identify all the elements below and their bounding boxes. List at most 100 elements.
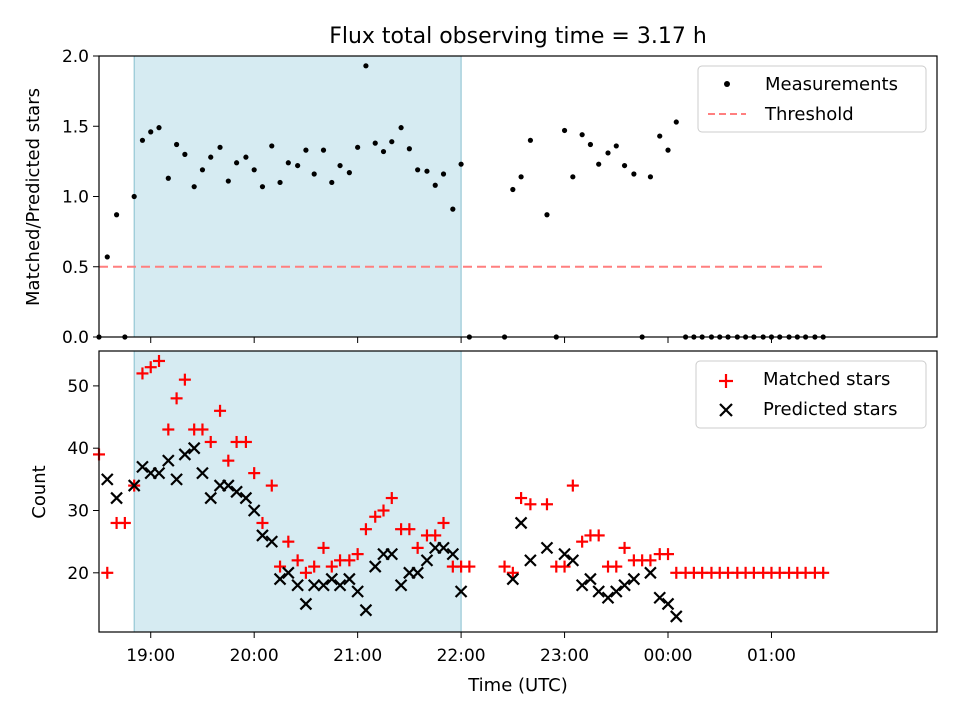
matched-star-point: [196, 423, 209, 436]
bottom-panel: 20 30 40 50 19:00 20:00 21:00 22:00 23:00 00:00 0…: [29, 350, 938, 696]
matched-star-point: [817, 566, 830, 579]
predicted-star-point: [610, 585, 623, 598]
matched-star-point: [592, 529, 605, 542]
measurement-point: [303, 147, 309, 153]
matched-star-point: [540, 498, 553, 511]
matched-star-point: [144, 361, 157, 374]
matched-star-point: [498, 560, 511, 573]
matched-star-point: [385, 492, 398, 505]
measurement-point: [621, 162, 628, 169]
measurement-point: [208, 154, 214, 160]
predicted-star-point: [385, 547, 399, 561]
legend-predicted-label: Predicted stars: [763, 399, 897, 420]
predicted-star-point: [575, 578, 589, 592]
measurement-point: [605, 150, 611, 156]
y-tick-label: 1.0: [62, 188, 89, 208]
measurement-point: [647, 174, 654, 180]
matched-star-point: [204, 435, 217, 448]
predicted-star-point: [333, 578, 347, 592]
top-y-ticks: 0.0 0.5 1.0 1.5 2.0: [62, 47, 99, 348]
top-shaded-span: [133, 55, 462, 338]
matched-star-point: [558, 560, 571, 573]
predicted-star-point: [454, 585, 468, 598]
bottom-y-ticks: 20 30 40 50: [67, 377, 99, 584]
predicted-star-point: [100, 473, 114, 486]
bottom-axes-frame: [98, 350, 938, 633]
measurement-point: [243, 154, 249, 160]
measurement-point: [277, 179, 283, 186]
predicted-star-point: [222, 479, 235, 492]
measurement-point: [613, 143, 619, 149]
measurement-point: [346, 170, 352, 176]
matched-star-point: [359, 523, 372, 536]
measurement-point: [665, 147, 671, 153]
measurement-point: [398, 125, 404, 131]
measurement-point: [148, 129, 154, 135]
measurement-point: [561, 127, 568, 134]
predicted-star-point: [420, 554, 434, 567]
measurement-point: [570, 174, 576, 180]
matched-star-point: [576, 535, 589, 548]
measurement-point: [295, 162, 301, 169]
matched-star-point: [524, 498, 537, 511]
predicted-star-point: [256, 529, 269, 542]
predicted-star-point: [187, 441, 201, 455]
measurement-point: [337, 162, 343, 169]
measurement-point: [182, 151, 188, 157]
measurement-point: [113, 212, 120, 218]
predicted-star-point: [524, 554, 537, 567]
predicted-star-point: [127, 479, 141, 492]
measurement-point: [269, 143, 275, 149]
measurement-point: [233, 160, 240, 166]
matched-star-point: [618, 541, 631, 554]
measurement-point: [527, 137, 534, 143]
matched-star-point: [506, 566, 519, 579]
predicted-star-point: [670, 610, 683, 623]
y-tick-label: 50: [67, 377, 89, 397]
measurement-point: [579, 132, 585, 138]
x-tick-label: 21:00: [333, 646, 382, 666]
predicted-star-point: [661, 597, 675, 611]
matched-star-point: [299, 566, 312, 579]
matched-star-point: [214, 404, 227, 417]
x-tick-label: 22:00: [437, 646, 486, 666]
predicted-star-point: [566, 554, 580, 567]
measurement-point: [104, 254, 110, 260]
predicted-star-point: [437, 541, 450, 555]
predicted-star-point: [178, 448, 192, 461]
matched-star-point: [153, 354, 166, 367]
matched-star-point: [256, 516, 269, 529]
matched-star-point: [610, 560, 623, 573]
measurement-point: [225, 178, 231, 184]
y-tick-label: 20: [67, 564, 89, 584]
predicted-star-point: [601, 591, 615, 605]
measurement-point: [458, 161, 464, 167]
matched-star-point: [515, 492, 528, 505]
matched-star-point: [369, 510, 382, 523]
predicted-star-point: [136, 460, 149, 474]
bottom-shaded-span: [133, 350, 462, 633]
x-tick-label: 00:00: [644, 646, 693, 666]
top-legend: Measurements Threshold: [697, 65, 927, 133]
matched-star-point: [248, 467, 261, 480]
measurement-point: [173, 141, 180, 148]
measurement-point: [631, 171, 637, 177]
bottom-data-marks: [93, 354, 830, 623]
predicted-star-point: [359, 603, 373, 617]
matched-star-point: [317, 541, 330, 554]
matched-star-point: [377, 504, 390, 517]
predicted-star-point: [325, 572, 339, 586]
matched-star-point: [644, 554, 657, 567]
measurement-point: [518, 174, 524, 180]
y-tick-label: 0.0: [62, 328, 89, 348]
predicted-star-point: [247, 504, 261, 517]
bottom-y-axis-label: Count: [29, 465, 50, 518]
y-tick-label: 2.0: [62, 47, 89, 67]
y-tick-label: 1.5: [62, 117, 89, 137]
matched-star-point: [403, 523, 416, 536]
legend-measurements-marker: [724, 81, 730, 87]
predicted-star-point: [230, 485, 243, 499]
x-tick-label: 01:00: [747, 646, 796, 666]
measurement-point: [165, 175, 171, 181]
predicted-star-point: [317, 578, 330, 592]
